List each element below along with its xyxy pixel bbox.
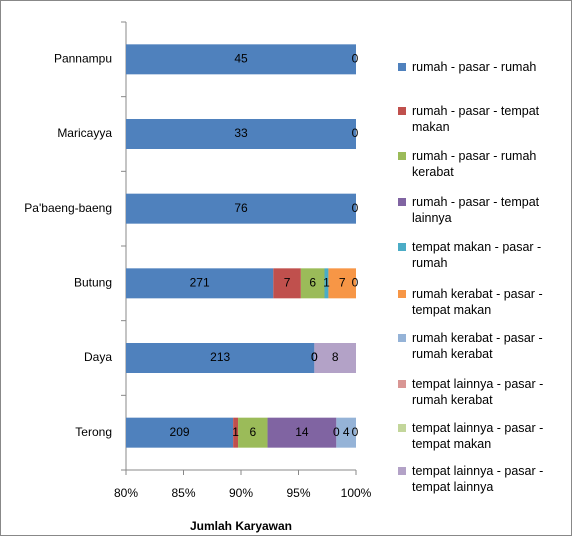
data-label: 0 — [333, 425, 340, 439]
legend-item: tempat lainnya - pasar - tempat lainnya — [398, 463, 563, 495]
bar-segment — [324, 268, 329, 299]
data-label: 4 — [343, 425, 350, 439]
bar-segment — [238, 417, 268, 448]
x-tick-label: 100% — [341, 486, 372, 500]
data-label: 76 — [234, 201, 248, 215]
x-tick-label: 80% — [114, 486, 138, 500]
data-label: 0 — [352, 52, 359, 66]
data-label: 8 — [332, 350, 339, 364]
y-tick-label: Butung — [74, 276, 112, 290]
bar-segment — [267, 417, 337, 448]
legend-label: rumah - pasar - rumah kerabat — [412, 149, 537, 179]
y-tick-label: Terong — [75, 425, 112, 439]
legend-label: rumah kerabat - pasar - rumah kerabat — [412, 331, 543, 361]
bar-segment — [126, 119, 356, 149]
bar-segment — [300, 268, 325, 299]
data-label: 14 — [295, 425, 309, 439]
y-tick-label: Daya — [84, 350, 112, 364]
data-label: 6 — [249, 425, 256, 439]
legend-label: rumah - pasar - tempat makan — [412, 104, 540, 134]
legend-item: rumah - pasar - tempat makan — [398, 103, 563, 135]
data-label: 0 — [352, 201, 359, 215]
data-label: 213 — [210, 350, 230, 364]
data-label: 0 — [311, 350, 318, 364]
bar-segment — [126, 343, 315, 373]
data-label: 1 — [323, 276, 330, 290]
bar-segment — [126, 193, 356, 224]
legend-swatch — [398, 467, 406, 475]
legend-item: rumah - pasar - tempat lainnya — [398, 194, 563, 226]
bars — [126, 44, 356, 448]
legend-label: rumah - pasar - tempat lainnya — [412, 195, 540, 225]
legend-label: tempat lainnya - pasar - tempat makan — [412, 421, 544, 451]
data-label: 7 — [284, 276, 291, 290]
y-tick-label: Pannampu — [54, 52, 112, 66]
legend-swatch — [398, 152, 406, 160]
x-tick-label: 95% — [286, 486, 310, 500]
bar-segment — [328, 268, 356, 299]
data-label: 271 — [190, 276, 210, 290]
legend-label: tempat makan - pasar - rumah — [412, 240, 542, 270]
legend-item: tempat lainnya - pasar - rumah kerabat — [398, 376, 563, 408]
legend-label: rumah kerabat - pasar - tempat makan — [412, 287, 543, 317]
data-label: 0 — [311, 350, 318, 364]
legend-label: rumah - pasar - rumah — [412, 60, 537, 74]
legend-swatch — [398, 63, 406, 71]
legend-item: tempat lainnya - pasar - tempat makan — [398, 420, 563, 452]
legend-label: tempat lainnya - pasar - tempat lainnya — [412, 464, 544, 494]
data-label: 6 — [309, 276, 316, 290]
legend-item: rumah kerabat - pasar - rumah kerabat — [398, 330, 563, 362]
x-axis-label: Jumlah Karyawan — [190, 519, 292, 533]
data-label: 33 — [234, 126, 248, 140]
bar-segment — [314, 343, 356, 373]
bar-segment — [336, 417, 356, 448]
legend-item: tempat makan - pasar - rumah — [398, 239, 563, 271]
data-label: 0 — [352, 425, 359, 439]
y-tick-label: Pa'baeng-baeng — [24, 201, 112, 215]
legend-item: rumah - pasar - rumah kerabat — [398, 148, 563, 180]
data-label: 1 — [232, 425, 239, 439]
legend-swatch — [398, 198, 406, 206]
legend-swatch — [398, 290, 406, 298]
legend-item: rumah - pasar - rumah — [398, 59, 563, 75]
bar-segment — [273, 268, 301, 299]
legend-swatch — [398, 107, 406, 115]
x-tick-label: 90% — [229, 486, 253, 500]
legend-label: tempat lainnya - pasar - rumah kerabat — [412, 377, 544, 407]
data-label: 45 — [234, 52, 248, 66]
legend-swatch — [398, 424, 406, 432]
bar-segment — [126, 268, 274, 299]
x-tick-label: 85% — [171, 486, 195, 500]
legend-swatch — [398, 380, 406, 388]
legend-swatch — [398, 334, 406, 342]
data-label: 7 — [339, 276, 346, 290]
bar-segment — [126, 44, 356, 75]
legend-swatch — [398, 243, 406, 251]
y-tick-label: Maricayya — [57, 126, 112, 140]
bar-segment — [233, 417, 239, 448]
data-label: 0 — [352, 126, 359, 140]
bar-segment — [126, 417, 234, 448]
data-label: 0 — [352, 276, 359, 290]
data-label: 209 — [170, 425, 190, 439]
legend-item: rumah kerabat - pasar - tempat makan — [398, 286, 563, 318]
